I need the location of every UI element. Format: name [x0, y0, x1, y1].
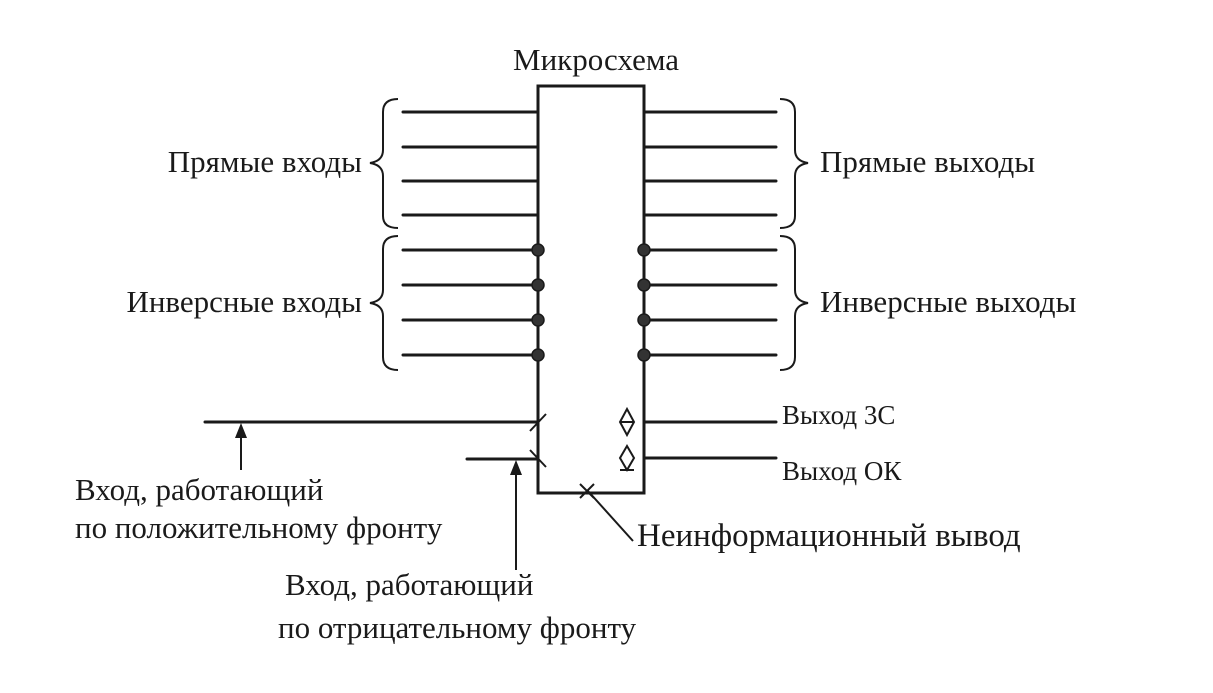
positive-edge-arrowhead: [235, 423, 247, 438]
dynamic-input-mark: [529, 449, 547, 468]
negative-edge-label-line2: по отрицательному фронту: [278, 610, 637, 645]
non-info-pin-group: Неинформационный вывод: [579, 483, 1021, 554]
inversion-bubble: [637, 348, 651, 362]
inverse-inputs-brace: [369, 235, 399, 371]
inversion-bubble: [637, 278, 651, 292]
inverse-inputs-label: Инверсные входы: [126, 284, 362, 319]
open-collector-output-label: Выход ОК: [782, 456, 902, 486]
three-state-output-symbol: [618, 406, 636, 438]
positive-edge-label-line2: по положительному фронту: [75, 510, 443, 545]
special-outputs-group: Выход 3С Выход ОК: [618, 400, 902, 486]
inverse-outputs-group: Инверсные выходы: [637, 235, 1077, 371]
direct-inputs-group: Прямые входы: [168, 98, 540, 229]
non-info-pin-leader: [587, 490, 634, 542]
direct-outputs-group: Прямые выходы: [642, 98, 1035, 229]
open-collector-output-symbol: [618, 444, 636, 472]
positive-edge-label-line1: Вход, работающий: [75, 472, 323, 507]
inverse-inputs-group: Инверсные входы: [126, 235, 545, 371]
chip-body: [536, 84, 646, 495]
inversion-bubble: [531, 348, 545, 362]
negative-edge-arrowhead: [510, 460, 522, 475]
inverse-outputs-label: Инверсные выходы: [820, 284, 1077, 319]
inversion-bubble: [531, 278, 545, 292]
direct-outputs-label: Прямые выходы: [820, 144, 1035, 179]
edge-inputs-group: Вход, работающий по положительному фронт…: [75, 413, 637, 645]
inversion-bubble: [531, 313, 545, 327]
direct-inputs-brace: [369, 98, 399, 229]
chip-title: Микросхема: [513, 42, 679, 77]
direct-outputs-brace: [779, 98, 809, 229]
inverse-outputs-brace: [779, 235, 809, 371]
inversion-bubble: [637, 243, 651, 257]
non-info-pin-label: Неинформационный вывод: [637, 518, 1021, 554]
negative-edge-label-line1: Вход, работающий: [285, 567, 533, 602]
dynamic-input-mark: [529, 413, 547, 432]
direct-inputs-label: Прямые входы: [168, 144, 362, 179]
inversion-bubble: [637, 313, 651, 327]
inversion-bubble: [531, 243, 545, 257]
three-state-output-label: Выход 3С: [782, 400, 895, 430]
